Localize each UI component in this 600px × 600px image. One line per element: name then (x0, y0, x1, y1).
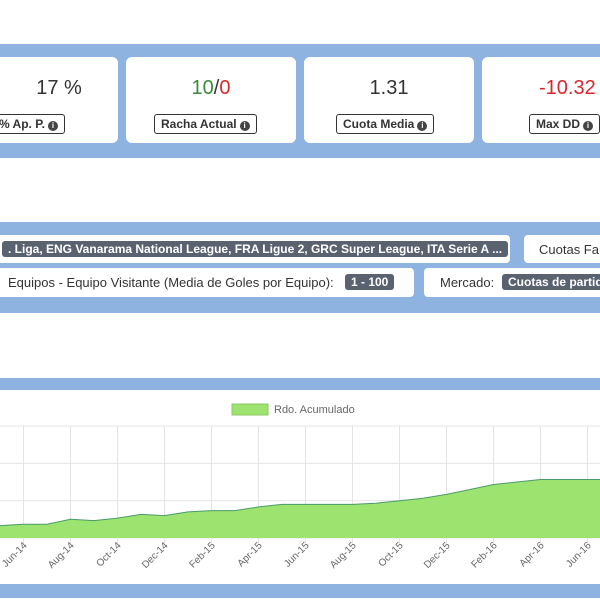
market-filter-label: Mercado: (440, 275, 495, 290)
x-tick-label: Jun-16 (564, 540, 594, 570)
legend-swatch[interactable] (231, 403, 269, 416)
stat-card-hit-rate: 17 % % Ap. P. i (0, 57, 118, 143)
x-tick-label: Aug-14 (46, 540, 77, 571)
x-tick-label: Jun-14 (0, 540, 30, 570)
legend-label[interactable]: Rdo. Acumulado (274, 404, 355, 416)
filters-band: . Liga, ENG Vanarama National League, FR… (0, 222, 600, 313)
stat-avg-odds-value: 1.31 (369, 77, 409, 99)
stat-max-dd-value: -10.32 (539, 77, 596, 99)
x-tick-label: Dec-15 (422, 540, 453, 571)
odds-filter-label: Cuotas Fa (539, 242, 599, 257)
x-tick-label: Feb-16 (469, 540, 499, 570)
series-line-rdo-acumulado (0, 479, 600, 527)
x-tick-label: Apr-15 (236, 540, 265, 569)
stat-card-avg-odds: 1.31 Cuota Media i (304, 57, 474, 143)
chart-band: Jun-14 Aug-14 Oct-14 Dec-14 Feb-15 Apr-15 Jun-… (0, 378, 600, 598)
odds-filter[interactable]: Cuotas Fa (524, 235, 600, 263)
stats-band: 17 % % Ap. P. i 10/0 Racha Actual i 1.31 C… (0, 44, 600, 158)
info-icon[interactable]: i (417, 121, 428, 131)
teams-filter[interactable]: Equipos - Equipo Visitante (Media de Gol… (0, 268, 414, 297)
x-tick-label: Dec-14 (140, 540, 171, 571)
stat-hit-rate-value: 17 % (36, 77, 82, 99)
stat-max-dd-label[interactable]: Max DD i (529, 114, 600, 134)
x-axis-ticks: Jun-14 Aug-14 Oct-14 Dec-14 Feb-15 Apr-15 Jun-… (0, 540, 594, 571)
market-filter[interactable]: Mercado: Cuotas de partid (424, 268, 600, 297)
info-icon[interactable]: i (239, 121, 250, 131)
leagues-filter[interactable]: . Liga, ENG Vanarama National League, FR… (0, 235, 510, 263)
teams-range-tag: 1 - 100 (345, 274, 395, 290)
leagues-tag: . Liga, ENG Vanarama National League, FR… (2, 241, 509, 257)
x-tick-label: Feb-15 (187, 540, 217, 570)
teams-filter-label: Equipos - Equipo Visitante (Media de Gol… (8, 275, 334, 290)
x-tick-label: Oct-15 (377, 540, 406, 569)
stat-streak-value: 10/0 (191, 77, 231, 99)
x-tick-label: Apr-16 (518, 540, 547, 569)
x-tick-label: Oct-14 (95, 540, 124, 569)
stat-hit-rate-label[interactable]: % Ap. P. i (0, 114, 66, 134)
stat-avg-odds-label[interactable]: Cuota Media i (336, 114, 435, 134)
chart-panel: Jun-14 Aug-14 Oct-14 Dec-14 Feb-15 Apr-15 Jun-… (0, 390, 600, 584)
x-tick-label: Jun-15 (282, 540, 312, 570)
market-tag: Cuotas de partid (502, 274, 600, 290)
info-icon[interactable]: i (583, 121, 594, 131)
stat-streak-label[interactable]: Racha Actual i (154, 114, 257, 134)
stat-card-max-dd: -10.32 Max DD i (482, 57, 600, 143)
info-icon[interactable]: i (48, 121, 59, 131)
stat-card-streak: 10/0 Racha Actual i (126, 57, 296, 143)
series-area-rdo-acumulado (0, 479, 600, 538)
x-tick-label: Aug-15 (328, 540, 359, 571)
cumulative-result-chart: Jun-14 Aug-14 Oct-14 Dec-14 Feb-15 Apr-15 Jun-… (0, 403, 600, 571)
